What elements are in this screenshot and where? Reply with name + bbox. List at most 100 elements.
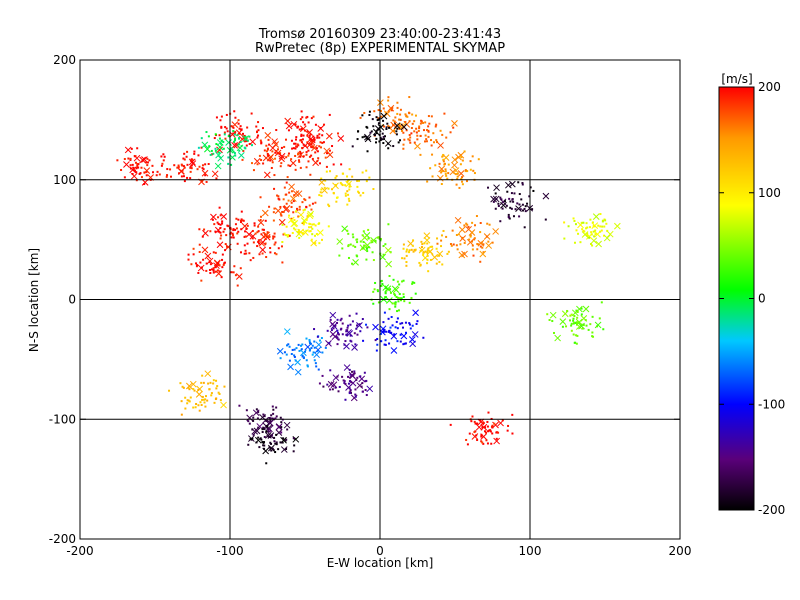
data-point	[345, 330, 348, 333]
data-point	[451, 156, 459, 164]
data-point	[396, 317, 399, 320]
data-point	[471, 433, 479, 440]
data-point	[399, 322, 402, 325]
data-point	[399, 139, 402, 142]
data-point	[370, 130, 373, 133]
data-point	[294, 228, 297, 231]
data-point	[120, 168, 123, 171]
data-point	[290, 352, 293, 355]
data-point	[310, 238, 313, 241]
data-point	[344, 398, 347, 401]
data-point	[426, 262, 429, 265]
data-point	[420, 246, 423, 249]
colorbar-tick-label: -200	[758, 503, 785, 517]
data-point	[582, 327, 585, 330]
data-point	[297, 152, 300, 155]
data-point	[460, 177, 463, 180]
data-point	[546, 313, 549, 316]
data-point	[452, 126, 455, 129]
data-point	[235, 273, 243, 280]
data-point	[305, 218, 308, 221]
data-point	[189, 380, 197, 388]
data-point	[251, 144, 254, 147]
data-point	[366, 385, 374, 393]
data-point	[275, 253, 278, 256]
data-point	[417, 129, 420, 132]
data-point	[291, 219, 299, 227]
data-point	[294, 147, 297, 150]
data-point	[132, 166, 135, 169]
data-point	[571, 309, 579, 317]
data-point	[288, 234, 291, 237]
data-point	[362, 339, 365, 342]
data-point	[311, 344, 314, 347]
data-point	[292, 147, 295, 150]
data-point	[234, 139, 237, 142]
data-point	[323, 186, 326, 189]
data-point	[296, 208, 299, 211]
data-point	[391, 302, 394, 305]
data-point	[186, 163, 189, 166]
data-point	[512, 215, 515, 218]
data-point	[601, 219, 604, 222]
data-point	[240, 228, 243, 231]
data-point	[140, 176, 143, 179]
data-point	[582, 221, 585, 224]
data-point	[447, 172, 450, 175]
data-point	[331, 145, 334, 148]
data-point	[292, 437, 295, 440]
data-point	[394, 294, 397, 297]
data-point	[219, 237, 222, 240]
data-point	[381, 132, 384, 135]
data-point	[356, 138, 359, 141]
data-point	[590, 231, 593, 234]
data-point	[269, 159, 272, 162]
data-point	[435, 262, 438, 265]
data-point	[241, 222, 249, 230]
data-point	[385, 330, 388, 333]
data-point	[286, 235, 289, 238]
data-point	[215, 270, 223, 277]
data-point	[380, 332, 383, 335]
data-point	[410, 127, 413, 130]
data-point	[485, 439, 488, 442]
data-point	[243, 244, 246, 247]
data-point	[521, 203, 524, 206]
data-point	[348, 188, 351, 191]
data-point	[132, 168, 135, 171]
data-point	[407, 138, 410, 141]
data-point	[309, 133, 312, 136]
data-point	[271, 417, 274, 420]
data-point	[592, 213, 600, 220]
data-point	[284, 117, 292, 125]
data-point	[343, 343, 346, 346]
data-point	[124, 146, 132, 154]
data-point	[349, 373, 352, 376]
data-point	[267, 432, 275, 439]
data-point	[356, 241, 359, 244]
data-point	[429, 245, 432, 248]
data-point	[218, 134, 221, 137]
data-point	[293, 348, 296, 351]
data-point	[402, 143, 405, 146]
data-point	[355, 327, 358, 330]
data-point	[283, 232, 286, 235]
data-point	[327, 203, 330, 206]
data-point	[348, 199, 351, 202]
data-point	[287, 233, 290, 236]
data-point	[179, 382, 182, 385]
data-point	[384, 243, 387, 246]
data-point	[222, 140, 225, 143]
data-point	[177, 164, 180, 167]
data-point	[311, 233, 314, 236]
colorbar-label: [m/s]	[721, 72, 752, 86]
data-point	[405, 114, 408, 117]
data-point	[427, 135, 430, 138]
data-point	[254, 436, 262, 444]
data-point	[469, 160, 472, 163]
data-point	[232, 150, 235, 153]
data-point	[408, 139, 411, 142]
data-point	[201, 374, 204, 377]
data-point	[163, 155, 166, 158]
